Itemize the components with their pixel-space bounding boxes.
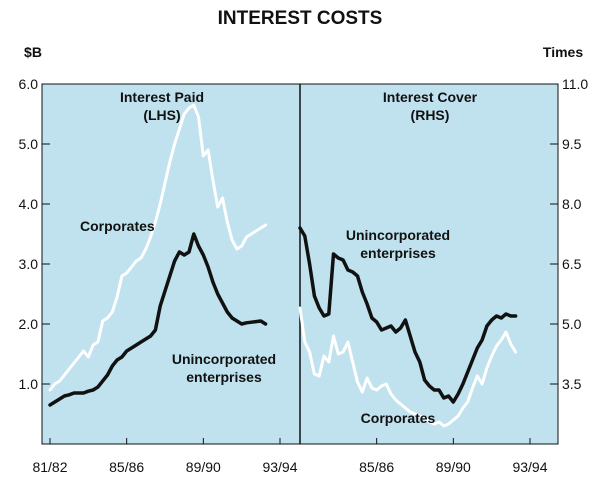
left-heading-line2: (LHS) [143, 107, 180, 123]
left-x-tick-label: 81/82 [32, 459, 67, 475]
left-y-tick-label: 5.0 [19, 136, 39, 152]
right-corporates-line [298, 306, 518, 428]
right-y-tick-label: 5.0 [562, 316, 582, 332]
left-heading-line1: Interest Paid [120, 89, 204, 105]
left-x-tick-label: 85/86 [109, 459, 144, 475]
right-unincorporated-label-line2: enterprises [360, 245, 436, 261]
left-y-tick-label: 2.0 [19, 316, 39, 332]
right-y-tick-label: 6.5 [562, 256, 582, 272]
right-heading-line2: (RHS) [411, 107, 450, 123]
right-y-tick-label: 3.5 [562, 376, 582, 392]
left-x-tick-label: 93/94 [262, 459, 297, 475]
left-y-tick-label: 3.0 [19, 256, 39, 272]
left-corporates-label: Corporates [80, 218, 155, 234]
left-x-tick-label: 89/90 [186, 459, 221, 475]
right-heading-line1: Interest Cover [383, 89, 478, 105]
x-axis: 81/82 85/86 89/90 93/94 85/86 89/90 93/94 [32, 438, 548, 475]
right-x-tick-label: 85/86 [359, 459, 394, 475]
left-y-tick-label: 4.0 [19, 196, 39, 212]
right-y-tick-label: 9.5 [562, 136, 582, 152]
left-unincorporated-label-line2: enterprises [186, 369, 262, 385]
left-y-axis: 1.0 2.0 3.0 4.0 5.0 6.0 [19, 76, 50, 392]
left-unincorporated-label-line1: Unincorporated [172, 351, 276, 367]
right-unincorporated-line [298, 226, 518, 404]
left-y-tick-label: 6.0 [19, 76, 39, 92]
chart-title: INTEREST COSTS [218, 8, 383, 29]
right-heading: Interest Cover (RHS) [383, 89, 478, 123]
right-corporates-label: Corporates [361, 410, 436, 426]
right-unincorporated-label-line1: Unincorporated [346, 227, 450, 243]
left-unit-label: $B [24, 44, 42, 60]
right-unit-label: Times [543, 44, 583, 60]
right-y-tick-label: 11.0 [562, 76, 588, 92]
right-y-tick-label: 8.0 [562, 196, 582, 212]
right-y-axis: 3.5 5.0 6.5 8.0 9.5 11.0 [550, 76, 588, 392]
right-x-tick-label: 93/94 [512, 459, 547, 475]
left-corporates-line [48, 103, 268, 392]
right-x-tick-label: 89/90 [436, 459, 471, 475]
series-lines [48, 103, 518, 428]
left-y-tick-label: 1.0 [19, 376, 39, 392]
left-heading: Interest Paid (LHS) [120, 89, 204, 123]
left-unincorporated-line [48, 232, 268, 407]
